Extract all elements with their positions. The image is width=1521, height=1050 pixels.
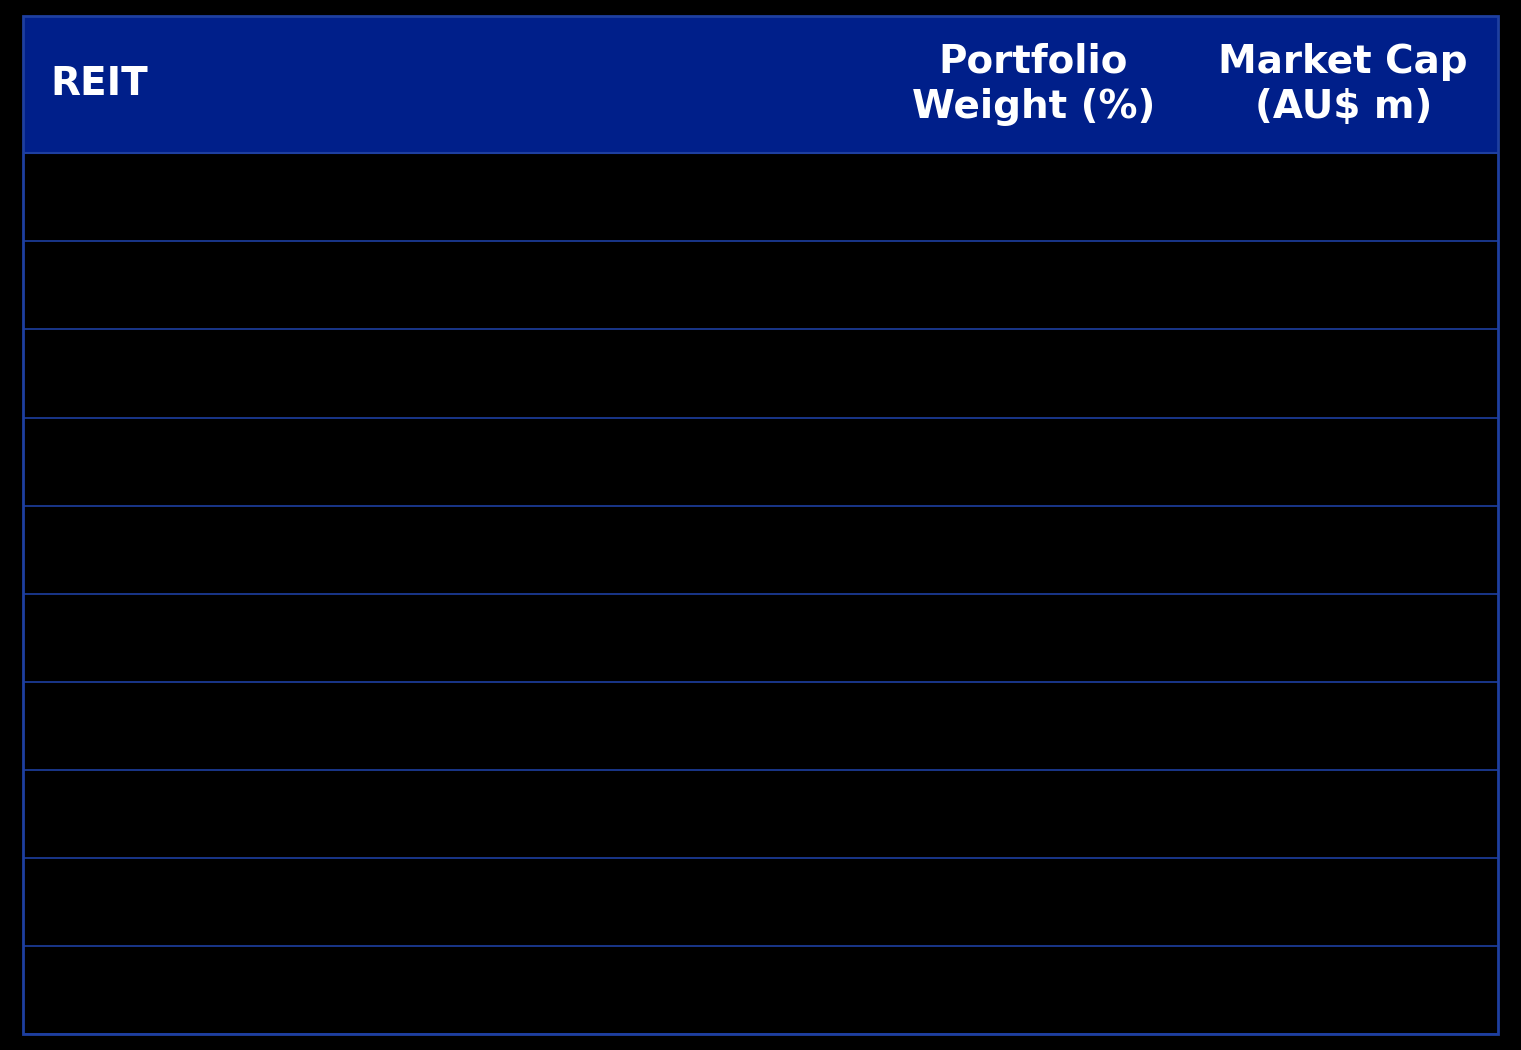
Bar xyxy=(23,858,1498,946)
Bar xyxy=(23,418,1498,506)
Bar xyxy=(23,593,1498,681)
Bar xyxy=(23,506,1498,593)
Bar xyxy=(23,946,1498,1034)
Bar xyxy=(23,242,1498,330)
Bar xyxy=(23,330,1498,418)
Text: Portfolio
Weight (%): Portfolio Weight (%) xyxy=(911,43,1154,126)
Text: REIT: REIT xyxy=(50,65,148,104)
Bar xyxy=(23,770,1498,858)
Bar xyxy=(23,681,1498,770)
Bar xyxy=(23,153,1498,242)
Text: Market Cap
(AU$ m): Market Cap (AU$ m) xyxy=(1218,43,1468,126)
Bar xyxy=(23,16,1498,153)
